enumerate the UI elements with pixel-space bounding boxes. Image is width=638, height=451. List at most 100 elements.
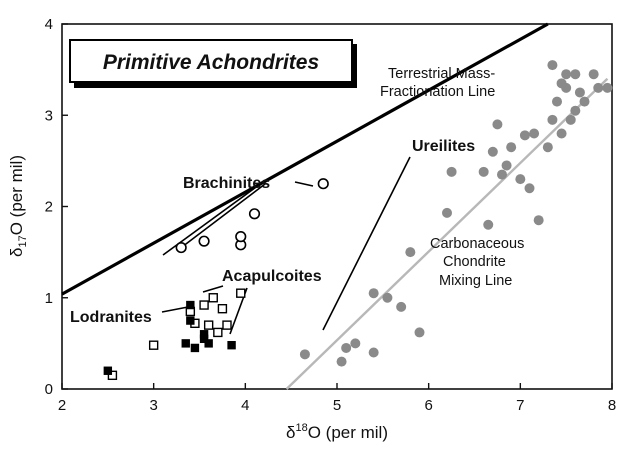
x-tick-label: 2 (58, 397, 66, 414)
acapulcoites-point (236, 288, 246, 298)
label-terrestrial-line-2: Fractionation Line (380, 84, 495, 100)
y-axis-label-rest: O (per mil) (7, 155, 26, 235)
ureilites-point (524, 183, 535, 194)
brachinites-point (198, 235, 210, 247)
ureilites-point (570, 69, 581, 80)
label-acapulcoites: Acapulcoites (222, 268, 322, 285)
acapulcoites-point (148, 340, 159, 350)
ureilites-point (478, 166, 489, 177)
lodranites-point (227, 341, 236, 350)
brachinites-point (235, 231, 247, 243)
x-tick-label: 7 (516, 397, 524, 414)
series-lodranites (103, 300, 236, 375)
lodranites-point (103, 366, 113, 375)
y-tick-label: 4 (45, 16, 53, 33)
title-box: Primitive Achondrites (69, 39, 357, 88)
ureilites-point (556, 78, 567, 89)
label-ccam-line-2: Chondrite (443, 254, 506, 270)
series-acapulcoites (107, 288, 246, 381)
ureilites-point (414, 327, 425, 338)
ureilites-point (602, 82, 613, 93)
carbonaceous-chondrite-mixing-line (285, 77, 609, 390)
label-terrestrial-line-1: Terrestrial Mass- (388, 66, 495, 82)
brachinites-point (317, 178, 329, 190)
ureilites-point (405, 247, 416, 258)
y-tick-label: 0 (45, 381, 53, 398)
ureilites-point (574, 87, 585, 98)
ureilites-point (446, 166, 457, 177)
ureilites-point (565, 114, 576, 125)
lodranites-point (186, 300, 195, 310)
y-axis-label-sub: 17 (17, 235, 29, 247)
x-axis-label-rest: O (per mil) (308, 423, 388, 442)
series-brachinites (175, 178, 329, 254)
ureilites-point (336, 356, 347, 367)
title-frame (69, 39, 353, 83)
x-tick-label: 5 (333, 397, 341, 414)
ureilites-point (515, 174, 526, 185)
x-axis-ticks: 2 3 4 5 6 7 8 (58, 383, 616, 414)
acapulcoites-point (213, 327, 223, 338)
ureilites-point (368, 288, 379, 299)
ureilites-point (593, 82, 604, 93)
lodranites-point (199, 330, 209, 339)
label-brachinites: Brachinites (183, 175, 270, 192)
ureilites-point (561, 69, 572, 80)
label-ureilites: Ureilites (412, 138, 475, 155)
ureilites-point (341, 342, 352, 353)
x-tick-label: 8 (608, 397, 616, 414)
ureilites-point (570, 105, 581, 116)
ureilites-point (547, 114, 558, 125)
lodranites-leader (161, 306, 189, 313)
y-axis-ticks: 0 1 2 3 4 (45, 16, 68, 398)
x-tick-label: 4 (241, 397, 249, 414)
x-axis-label-sup: 18 (295, 422, 307, 434)
lodranites-point (199, 334, 209, 344)
ureilites-point (368, 347, 379, 358)
chart-title: Primitive Achondrites (103, 51, 319, 74)
acapulcoites-point (222, 320, 232, 330)
label-ccam-line-3: Mixing Line (439, 273, 512, 289)
brachinites-point (175, 241, 187, 254)
acapulcoites-point (203, 320, 214, 330)
x-tick-label: 6 (424, 397, 432, 414)
terrestrial-fractionation-line (61, 22, 549, 296)
data-points (103, 60, 613, 381)
ureilites-point (552, 96, 562, 107)
lodranites-point (181, 339, 190, 348)
y-tick-label: 3 (45, 107, 53, 124)
series-ureilites (299, 60, 613, 367)
x-axis-label: δ18O (per mil) (286, 422, 388, 442)
ureilites-point (542, 142, 553, 153)
x-tick-label: 3 (149, 397, 157, 414)
y-axis-label: δ17O (per mil) (7, 155, 29, 257)
acapulcoites-point (199, 300, 209, 310)
acapulcoites-point (217, 304, 228, 314)
ureilites-point (556, 128, 567, 139)
ureilites-point (579, 96, 590, 107)
ureilites-point (588, 69, 599, 80)
ureilites-leader (322, 156, 411, 331)
acapulcoites-point (107, 370, 118, 381)
ureilites-point (487, 146, 498, 157)
lodranites-point (190, 343, 200, 353)
acapulcoites-point (208, 293, 218, 303)
ureilites-point (533, 215, 544, 226)
label-lodranites: Lodranites (70, 309, 152, 326)
ureilites-point (299, 349, 310, 360)
lodranites-point (186, 316, 195, 325)
ureilites-point (529, 128, 540, 139)
label-ccam-line-1: Carbonaceous (430, 236, 524, 252)
ureilites-point (547, 60, 558, 71)
lodranites-point (204, 339, 213, 348)
y-tick-label: 2 (45, 199, 53, 216)
brachinites-leader-2 (177, 183, 266, 251)
ureilites-point (506, 142, 517, 153)
brachinites-leader-3 (294, 181, 314, 187)
ureilites-point (501, 160, 512, 171)
acapulcoites-leader-1 (202, 285, 224, 293)
ureilites-point (497, 169, 507, 180)
ureilites-point (382, 292, 393, 303)
y-tick-label: 1 (45, 290, 53, 307)
